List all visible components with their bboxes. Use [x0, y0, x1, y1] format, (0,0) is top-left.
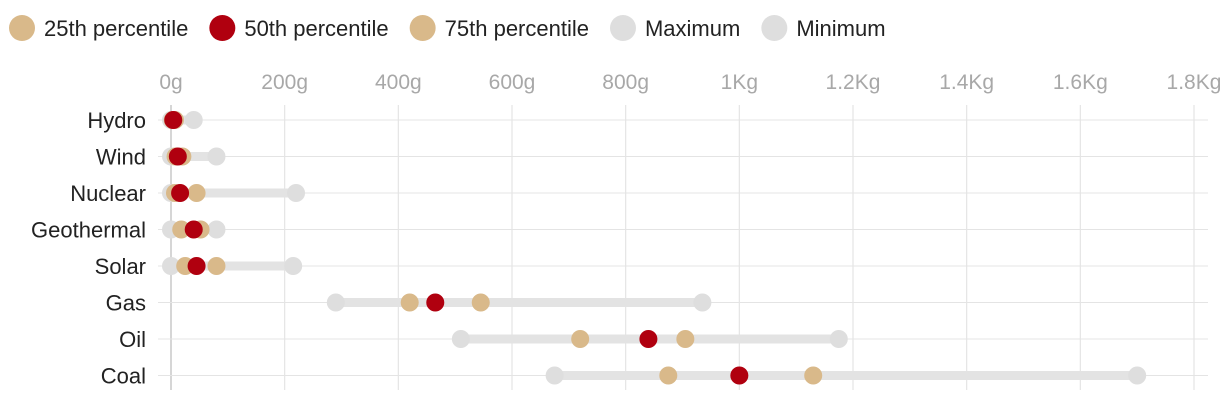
category-label: Coal — [101, 364, 146, 389]
category-label: Solar — [95, 254, 146, 279]
legend-label-p75: 75th percentile — [445, 16, 589, 41]
point-p75 — [187, 184, 206, 202]
point-p50 — [426, 293, 445, 312]
legend-swatch-p50 — [209, 15, 236, 41]
point-max — [1128, 366, 1147, 385]
category-label: Wind — [96, 145, 146, 170]
legend-label-min: Minimum — [796, 16, 885, 41]
point-min — [326, 293, 345, 312]
data-points — [162, 111, 1147, 385]
point-p75 — [804, 366, 823, 385]
legend-label-p50: 50th percentile — [244, 16, 388, 41]
legend-swatch-p75 — [409, 15, 436, 41]
x-axis-ticks: 0g 200g 400g 600g 800g 1Kg 1.2Kg 1.4Kg 1.6Kg 1.8K… — [159, 71, 1220, 94]
legend-item-p25: 25th percentile — [9, 15, 188, 41]
point-min — [162, 257, 180, 275]
category-label: Geothermal — [31, 218, 146, 243]
legend-swatch-min — [761, 15, 788, 41]
x-tick-label: 800g — [602, 71, 649, 94]
legend-item-max: Maximum — [609, 15, 740, 41]
legend-swatch-max — [609, 15, 636, 41]
legend-item-p50: 50th percentile — [209, 15, 389, 41]
point-max — [207, 147, 226, 166]
point-p25 — [172, 220, 191, 239]
point-p75 — [207, 257, 226, 275]
x-tick-label: 600g — [489, 71, 536, 94]
point-p25 — [659, 366, 678, 385]
point-p50 — [730, 366, 749, 385]
legend-label-p25: 25th percentile — [44, 16, 188, 41]
category-label: Gas — [106, 291, 146, 316]
point-p50 — [168, 147, 187, 166]
legend-label-max: Maximum — [645, 16, 740, 41]
point-max — [184, 111, 203, 129]
x-tick-label: 1.4Kg — [939, 71, 994, 94]
point-max — [207, 220, 226, 239]
point-max — [287, 184, 306, 202]
legend-item-min: Minimum — [761, 15, 886, 41]
x-tick-label: 1Kg — [721, 71, 758, 94]
point-max — [284, 257, 303, 275]
x-tick-label: 0g — [159, 71, 182, 94]
legend-swatch-p25 — [9, 15, 35, 41]
category-label: Nuclear — [70, 181, 146, 206]
y-axis-categories: Hydro Wind Nuclear Geothermal Solar Gas Oil Coa… — [31, 108, 146, 389]
point-p50 — [171, 184, 190, 202]
point-p75 — [471, 293, 490, 312]
point-max — [693, 293, 712, 312]
x-tick-label: 400g — [375, 71, 422, 94]
x-tick-label: 1.2Kg — [826, 71, 881, 94]
legend-item-p75: 75th percentile — [409, 15, 589, 41]
category-label: Hydro — [87, 108, 146, 133]
category-label: Oil — [119, 327, 146, 352]
point-p50 — [184, 220, 203, 239]
point-p50 — [187, 257, 206, 275]
point-p25 — [400, 293, 419, 312]
x-tick-label: 1.6Kg — [1053, 71, 1108, 94]
point-p75 — [676, 330, 695, 348]
point-p25 — [571, 330, 590, 348]
point-min — [451, 330, 470, 348]
point-max — [829, 330, 848, 348]
legend: 25th percentile 50th percentile 75th perce… — [9, 15, 886, 41]
x-tick-label: 200g — [261, 71, 308, 94]
x-tick-label: 1.8Kg — [1167, 71, 1220, 94]
point-min — [545, 366, 564, 385]
point-p50 — [639, 330, 658, 348]
point-p50 — [164, 111, 183, 129]
